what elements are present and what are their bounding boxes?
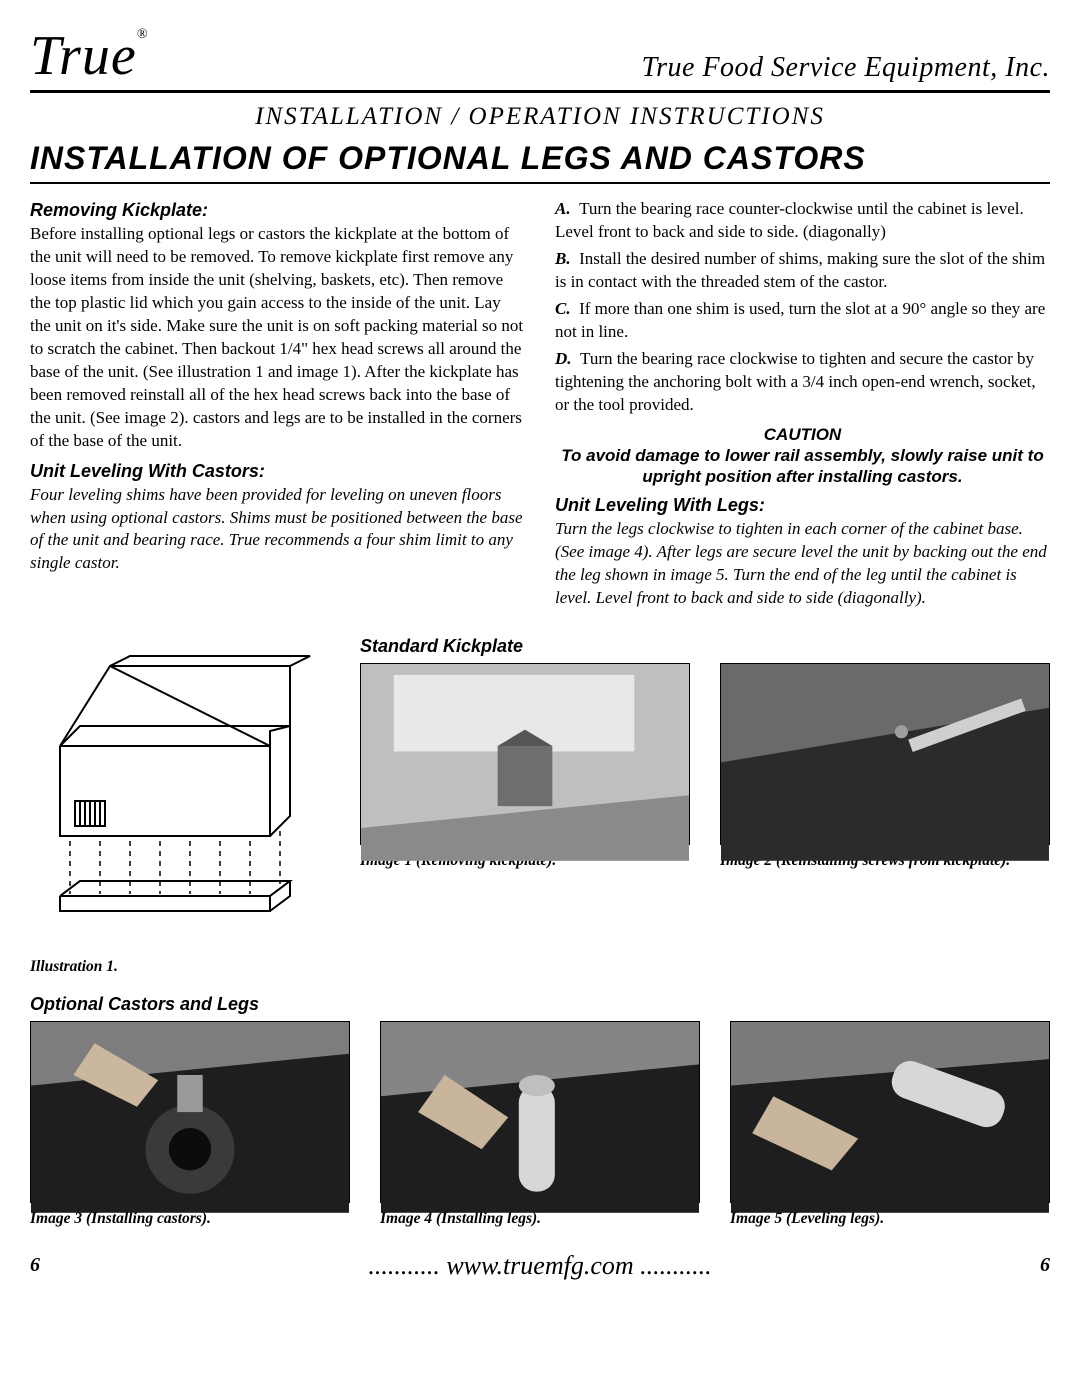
figures-row-2: Image 3 (Installing castors). Image 4 (I…: [30, 1021, 1050, 1228]
heading-optional-castors-legs: Optional Castors and Legs: [30, 994, 1050, 1015]
heading-removing-kickplate: Removing Kickplate:: [30, 200, 525, 221]
step-b-text: Install the desired number of shims, mak…: [555, 249, 1045, 291]
page: True® True Food Service Equipment, Inc. …: [0, 0, 1080, 1397]
right-column: A. Turn the bearing race counter-clockwi…: [555, 194, 1050, 618]
illustration-1-caption: Illustration 1.: [30, 957, 330, 976]
step-c-text: If more than one shim is used, turn the …: [555, 299, 1045, 341]
step-a-text: Turn the bearing race counter-clockwise …: [555, 199, 1024, 241]
caution-heading: CAUTION: [555, 425, 1050, 445]
brand-logo: True®: [30, 28, 148, 84]
cabinet-line-drawing-icon: [30, 636, 330, 946]
photo-placeholder-icon: [361, 664, 689, 861]
page-number-right: 6: [1040, 1254, 1050, 1277]
image-4-box: [380, 1021, 700, 1203]
kickplate-figure-row: Image 1 (Removing kickplate). Image 2 (R…: [360, 663, 1050, 870]
para-level-castors: Four leveling shims have been provided f…: [30, 484, 525, 576]
photo-placeholder-icon: [731, 1022, 1049, 1213]
photo-placeholder-icon: [31, 1022, 349, 1213]
heading-level-castors: Unit Leveling With Castors:: [30, 461, 525, 482]
image-2-box: [720, 663, 1050, 845]
step-a: A. Turn the bearing race counter-clockwi…: [555, 198, 1050, 244]
text-columns: Removing Kickplate: Before installing op…: [30, 194, 1050, 618]
heading-level-legs: Unit Leveling With Legs:: [555, 495, 1050, 516]
figures-row-1: Illustration 1. Standard Kickplate: [30, 636, 1050, 976]
figure-image-1: Image 1 (Removing kickplate).: [360, 663, 690, 870]
step-d: D. Turn the bearing race clockwise to ti…: [555, 348, 1050, 417]
header-rule: [30, 90, 1050, 93]
para-removing-kickplate: Before installing optional legs or casto…: [30, 223, 525, 452]
page-title: INSTALLATION OF OPTIONAL LEGS AND CASTOR…: [30, 141, 890, 176]
company-name: True Food Service Equipment, Inc.: [642, 52, 1050, 84]
footer: 6 ........... www.truemfg.com ..........…: [30, 1251, 1050, 1281]
figure-image-2: Image 2 (Reinstalling screws from kickpl…: [720, 663, 1050, 870]
caution-body: To avoid damage to lower rail assembly, …: [555, 445, 1050, 488]
para-level-legs: Turn the legs clockwise to tighten in ea…: [555, 518, 1050, 610]
page-number-left: 6: [30, 1254, 40, 1277]
subheading: INSTALLATION / OPERATION INSTRUCTIONS: [30, 103, 1050, 131]
heading-standard-kickplate: Standard Kickplate: [360, 636, 1050, 657]
step-c: C. If more than one shim is used, turn t…: [555, 298, 1050, 344]
photo-placeholder-icon: [721, 664, 1049, 861]
image-1-box: [360, 663, 690, 845]
photo-placeholder-icon: [381, 1022, 699, 1213]
step-d-text: Turn the bearing race clockwise to tight…: [555, 349, 1036, 414]
illustration-1: Illustration 1.: [30, 636, 330, 976]
footer-url: ........... www.truemfg.com ...........: [368, 1251, 711, 1281]
image-5-box: [730, 1021, 1050, 1203]
figure-image-3: Image 3 (Installing castors).: [30, 1021, 350, 1228]
standard-kickplate-group: Standard Kickplate Image 1 (Removing kic…: [360, 636, 1050, 870]
figure-image-4: Image 4 (Installing legs).: [380, 1021, 700, 1228]
left-column: Removing Kickplate: Before installing op…: [30, 194, 525, 618]
figure-image-5: Image 5 (Leveling legs).: [730, 1021, 1050, 1228]
header: True® True Food Service Equipment, Inc.: [30, 28, 1050, 84]
title-rule: [30, 182, 1050, 184]
step-b: B. Install the desired number of shims, …: [555, 248, 1050, 294]
image-3-box: [30, 1021, 350, 1203]
brand-logo-text: True: [30, 25, 137, 87]
